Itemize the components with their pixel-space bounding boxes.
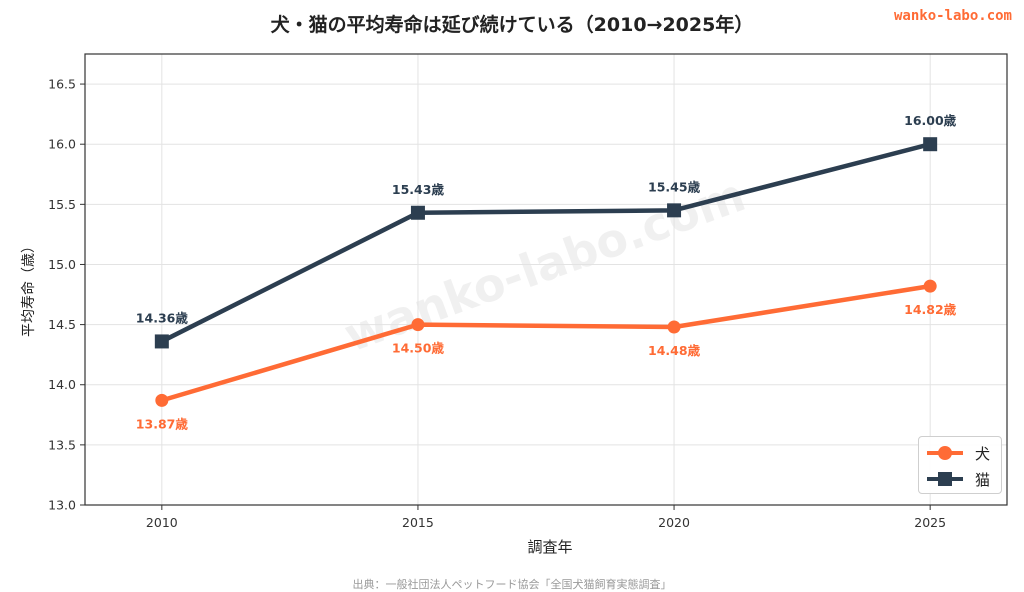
brand-label: wanko-labo.com — [893, 8, 1012, 24]
y-axis-label: 平均寿命（歳） — [21, 239, 37, 337]
data-label-cat: 15.43歳 — [392, 182, 445, 197]
series-line-cat — [160, 142, 931, 344]
y-tick-label: 13.0 — [48, 498, 76, 513]
y-tick-label: 15.0 — [48, 257, 76, 272]
legend: 犬 猫 — [918, 436, 1002, 494]
data-point-cat — [667, 203, 682, 218]
data-label-dog: 13.87歳 — [136, 416, 189, 431]
data-point-cat — [410, 205, 425, 220]
data-label-cat: 16.00歳 — [904, 113, 957, 128]
x-tick-label: 2025 — [914, 515, 946, 530]
legend-label-dog: 犬 — [975, 445, 991, 463]
y-tick-label: 13.5 — [48, 437, 76, 452]
data-label-dog: 14.48歳 — [648, 343, 701, 358]
data-label-dog: 14.50歳 — [392, 341, 445, 356]
x-tick-label: 2015 — [402, 515, 434, 530]
data-point-dog — [923, 279, 937, 293]
data-point-dog — [667, 320, 681, 334]
x-tick-label: 2020 — [658, 515, 690, 530]
data-point-cat — [154, 334, 169, 349]
x-tick-label: 2010 — [146, 515, 178, 530]
data-label-dog: 14.82歳 — [904, 302, 957, 317]
y-tick-label: 16.0 — [48, 137, 76, 152]
y-tick-label: 14.5 — [48, 317, 76, 332]
x-axis-label: 調査年 — [527, 538, 573, 556]
data-point-dog — [155, 393, 169, 407]
data-label-cat: 14.36歳 — [136, 310, 189, 325]
y-tick-label: 16.5 — [48, 77, 76, 92]
data-point-cat — [923, 137, 938, 152]
legend-marker-dog — [927, 446, 963, 460]
chart-title: 犬・猫の平均寿命は延び続けている（2010→2025年） — [270, 14, 754, 36]
plot-frame — [84, 53, 1008, 506]
data-point-dog — [411, 318, 425, 332]
legend-label-cat: 猫 — [975, 471, 991, 489]
y-tick-label: 14.0 — [48, 377, 76, 392]
series-line-dog — [161, 283, 931, 403]
source-note: 出典：一般社団法人ペットフード協会「全国犬猫飼育実態調査」 — [352, 578, 672, 591]
legend-marker-cat — [927, 472, 963, 486]
data-label-cat: 15.45歳 — [648, 179, 701, 194]
y-tick-label: 15.5 — [48, 197, 76, 212]
